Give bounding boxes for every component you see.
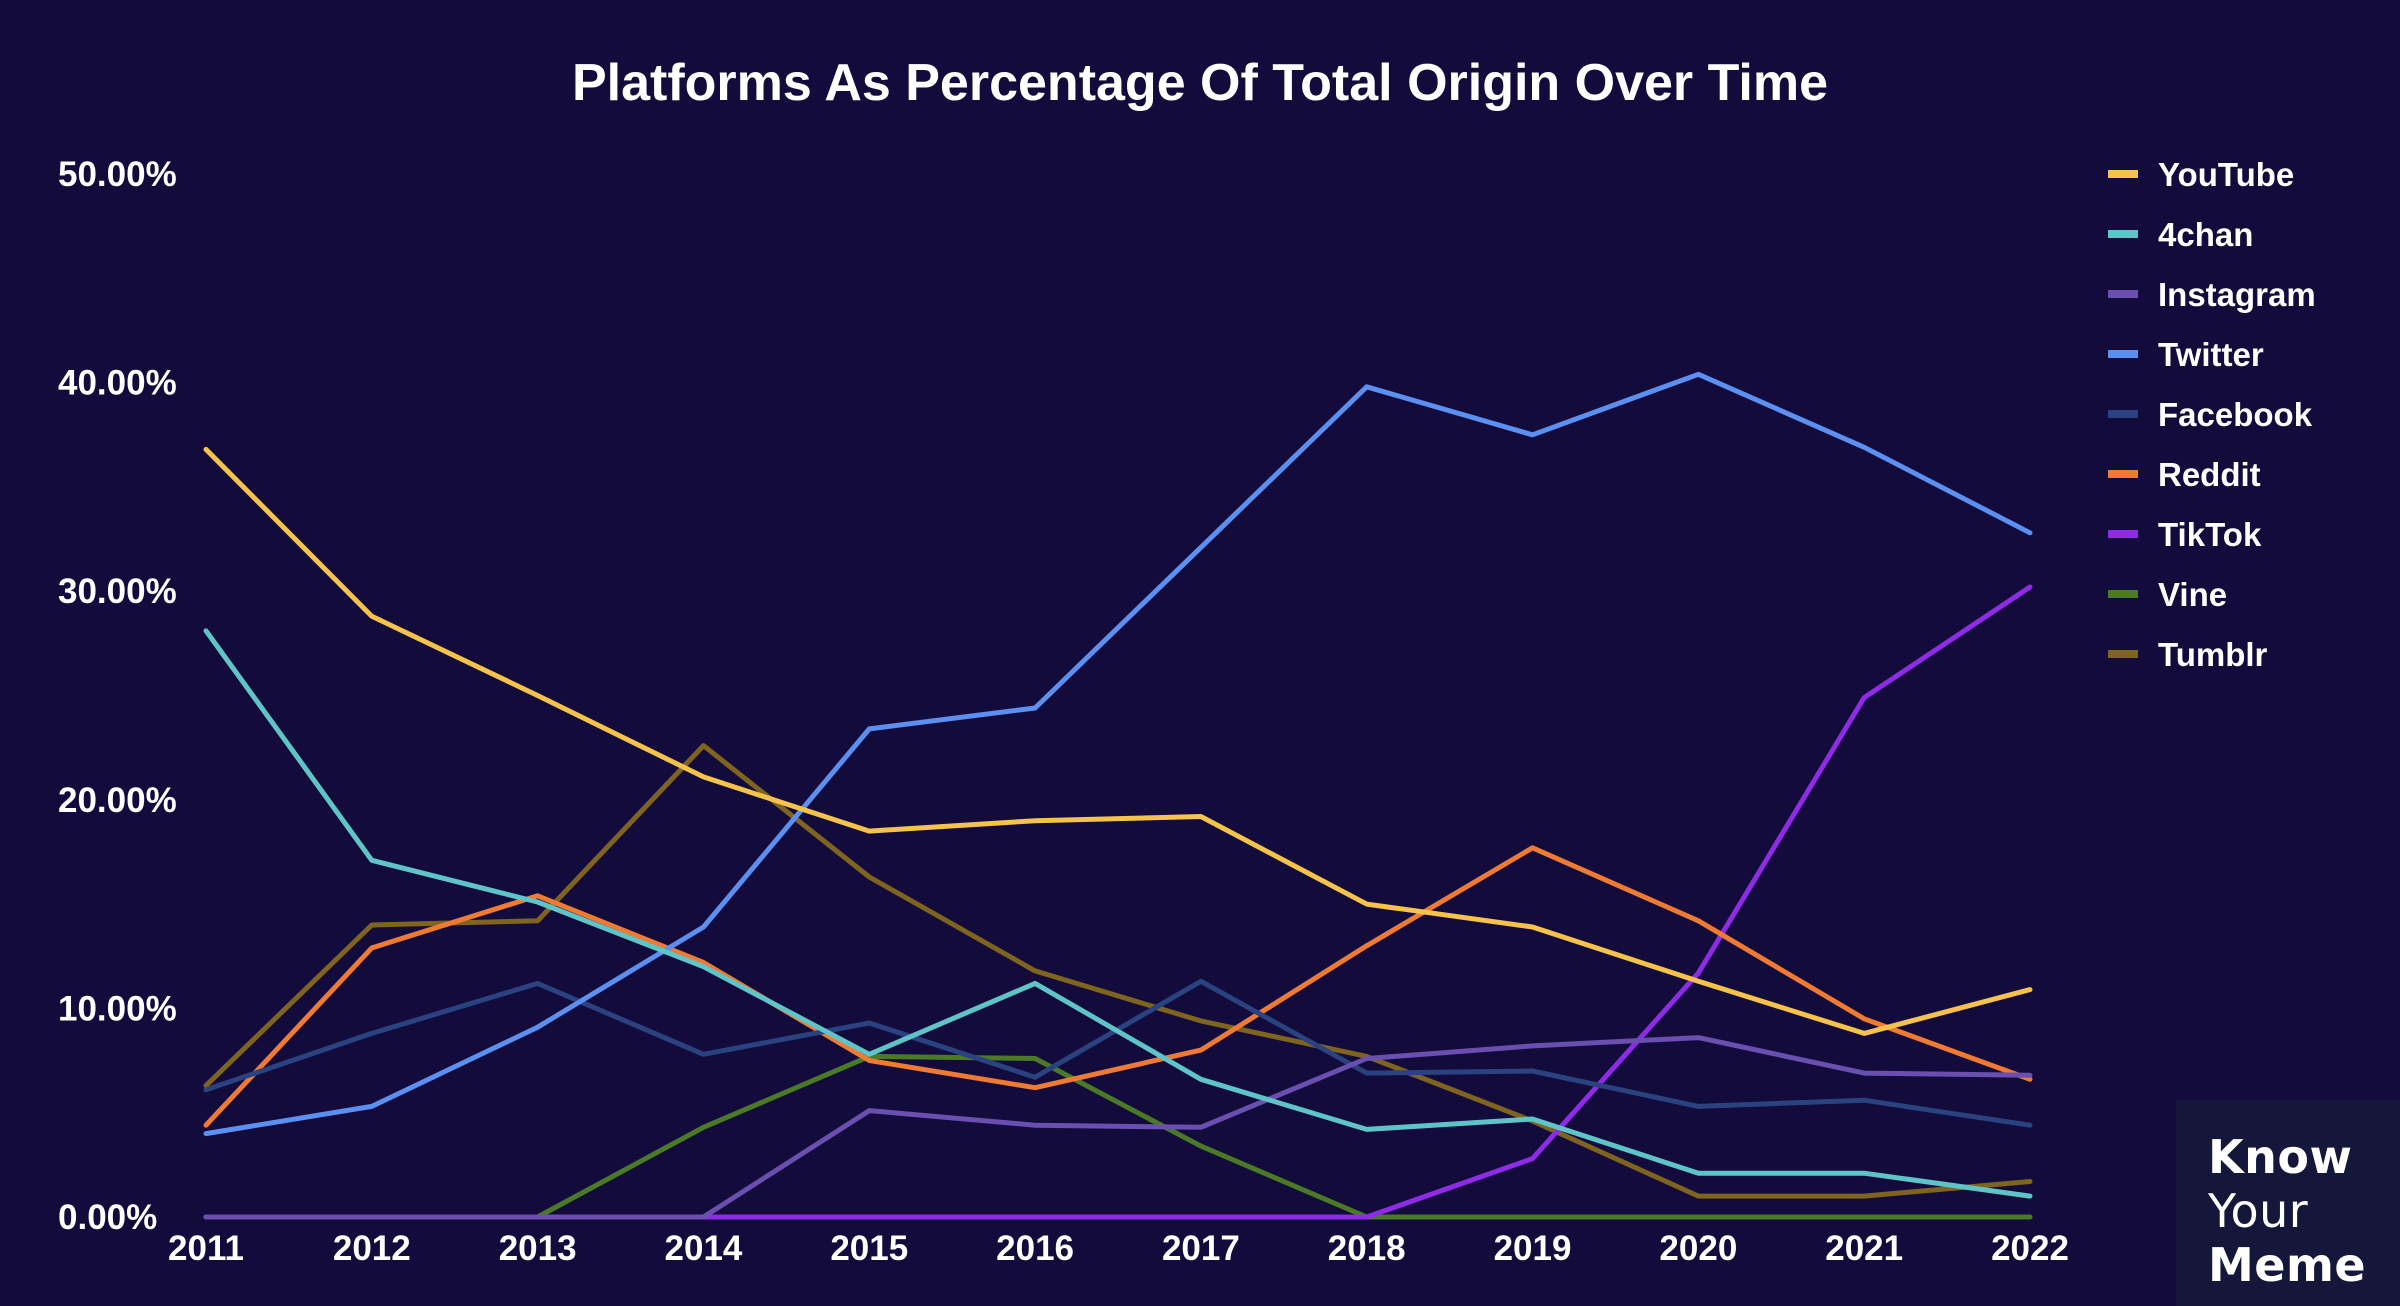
legend-label-tumblr: Tumblr (2158, 636, 2268, 673)
y-tick-label: 30.00% (58, 572, 177, 611)
legend-label-tiktok: TikTok (2158, 516, 2262, 553)
legend-label-twitter: Twitter (2158, 336, 2264, 373)
series-line-tiktok (203, 584, 2033, 1220)
series-line-instagram (203, 1035, 2033, 1220)
y-tick-label: 40.00% (58, 364, 177, 403)
x-tick-label: 2015 (830, 1229, 908, 1268)
y-tick-label: 10.00% (58, 989, 177, 1028)
x-tick-label: 2021 (1825, 1229, 1903, 1268)
x-tick-label: 2012 (333, 1229, 411, 1268)
logo-word-your: Your (2208, 1184, 2309, 1238)
series-line-4chan (203, 628, 2033, 1199)
series-lines (203, 371, 2033, 1220)
legend-label-youtube: YouTube (2158, 156, 2294, 193)
legend: YouTube 4chan Instagram Twitter Facebook Redd… (2108, 156, 2316, 673)
x-tick-label: 2022 (1991, 1229, 2069, 1268)
chart-title: Platforms As Percentage Of Total Origin … (572, 54, 1828, 112)
x-axis-ticks: 2011 2012 2013 2014 2015 2016 2017 2018 2019 2020… (168, 1229, 2069, 1268)
legend-label-4chan: 4chan (2158, 216, 2253, 253)
series-line-youtube (203, 446, 2033, 1036)
y-tick-label: 0.00% (58, 1198, 157, 1237)
x-tick-label: 2011 (168, 1229, 244, 1268)
x-tick-label: 2018 (1328, 1229, 1406, 1268)
x-tick-label: 2020 (1659, 1229, 1737, 1268)
legend-label-instagram: Instagram (2158, 276, 2316, 313)
know-your-meme-logo: Know Your Meme (2176, 1100, 2400, 1306)
logo-word-meme: Meme (2208, 1238, 2367, 1292)
legend-label-reddit: Reddit (2158, 456, 2261, 493)
series-line-reddit (203, 845, 2033, 1128)
x-tick-label: 2016 (996, 1229, 1074, 1268)
y-tick-label: 20.00% (58, 781, 177, 820)
y-tick-label: 50.00% (58, 155, 177, 194)
x-tick-label: 2013 (499, 1229, 577, 1268)
x-tick-label: 2014 (665, 1229, 743, 1268)
y-axis-ticks: 0.00% 10.00% 20.00% 30.00% 40.00% 50.00% (58, 155, 177, 1237)
series-line-tumblr (203, 743, 2033, 1199)
x-tick-label: 2017 (1162, 1229, 1240, 1268)
logo-word-know: Know (2208, 1130, 2353, 1184)
series-line-vine (203, 1053, 2033, 1220)
x-tick-label: 2019 (1494, 1229, 1572, 1268)
legend-label-vine: Vine (2158, 576, 2227, 613)
series-line-twitter (203, 371, 2033, 1137)
legend-label-facebook: Facebook (2158, 396, 2313, 433)
